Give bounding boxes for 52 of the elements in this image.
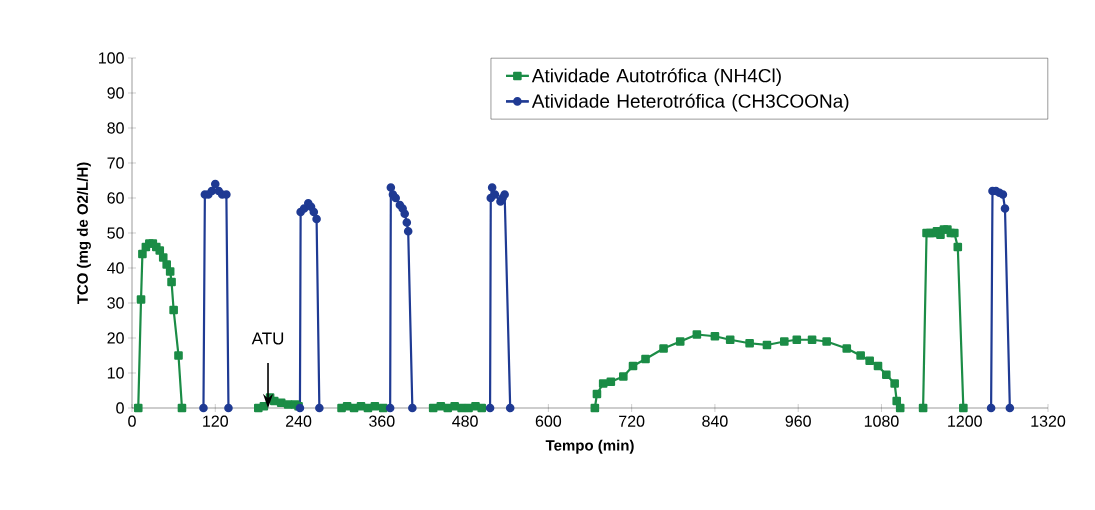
x-tick-label: 1320 [1031,415,1066,427]
y-tick-label: 30 [107,297,124,309]
point [1000,204,1010,213]
y-tick-label: 60 [107,192,124,204]
point [309,207,319,217]
point [500,190,509,199]
y-tick-label: 0 [116,402,124,414]
y-tick-label: 20 [107,332,124,344]
point [391,193,400,203]
point [199,403,208,413]
point [385,403,395,413]
point [490,190,500,199]
point [312,214,321,224]
x-tick-label: 960 [785,415,811,427]
x-tick-label: 840 [702,415,728,427]
point [408,403,417,413]
x-tick-label: 720 [619,415,645,427]
point [299,204,309,213]
x-tick-label: 360 [369,415,395,427]
point [998,190,1008,199]
x-tick-label: 480 [452,415,478,427]
point [400,209,410,219]
legend-label: Atividade Autotrófica (NH4Cl) [531,68,781,87]
y-tick-label: 10 [107,367,124,379]
y-tick-label: 100 [99,52,124,64]
point [224,403,233,413]
annotation: ATU [251,332,284,345]
point [315,403,324,413]
legend-label: Atividade Heterotrófica (CH3COONa) [531,93,849,112]
x-tick-label: 0 [128,415,136,427]
point [485,403,495,413]
x-tick-label: 600 [535,415,562,427]
x-tick-label: 1080 [864,415,899,427]
point [207,186,217,196]
y-axis-title: TCO (mg de O2/L/H) [76,162,91,305]
x-tick-label: 1200 [948,415,982,427]
x-axis-title: Tempo (min) [545,439,634,454]
point [505,403,515,413]
point [487,183,497,192]
x-tick-label: 240 [286,415,312,427]
y-tick-label: 90 [107,87,124,99]
point [986,403,996,413]
point [402,218,412,227]
point [210,179,220,189]
x-tick-label: 120 [203,415,228,427]
y-tick-label: 40 [107,262,124,274]
point [1005,403,1015,413]
y-tick-label: 50 [107,227,124,239]
point [386,183,396,192]
point [403,226,413,236]
y-tick-label: 70 [107,157,124,169]
y-tick-label: 80 [107,122,124,134]
